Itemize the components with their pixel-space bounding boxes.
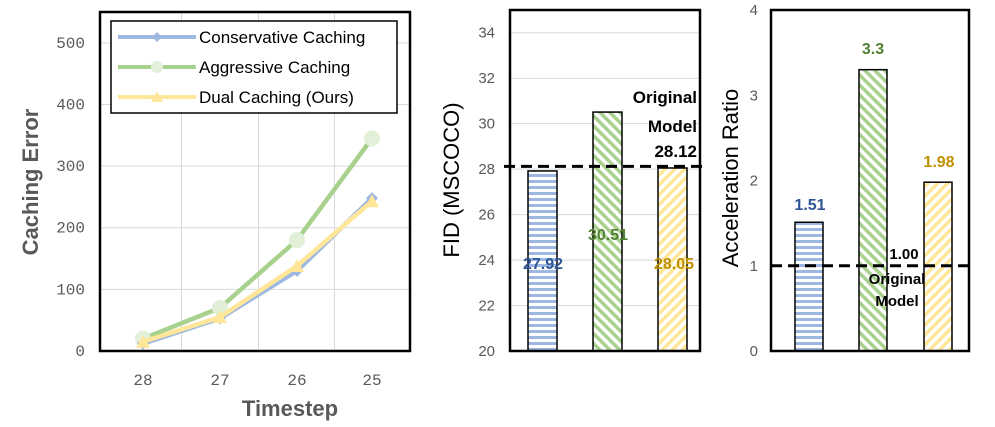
line-chart-x-title: Timestep <box>242 396 338 421</box>
y-tick-label: 28 <box>478 161 495 178</box>
fid-reference-text-line1: Original <box>633 88 697 107</box>
bar-conservative <box>527 170 558 352</box>
series-line-dual <box>142 199 374 344</box>
y-tick-label: 32 <box>478 70 495 87</box>
value-label-aggressive: 3.3 <box>862 41 884 58</box>
fid-y-title: FID (MSCOCO) <box>439 102 464 257</box>
acceleration-frame <box>769 8 971 353</box>
fid-reference-text-line2: Model <box>648 117 697 136</box>
x-tick-label: 26 <box>287 372 306 390</box>
value-label-conservative: 27.92 <box>523 256 563 273</box>
value-label-dual: 1.98 <box>923 154 954 171</box>
acceleration-bar-panel: 0 1 2 3 4 1.00 Original Model 1.51 3.3 1.98 Ac… <box>718 2 975 360</box>
y-tick-label: 3 <box>750 87 758 104</box>
data-point-dual <box>290 258 304 272</box>
fid-bar-panel: 20 22 24 26 28 30 32 34 Original Model 28.12 27… <box>439 8 706 360</box>
line-chart-panel: 0 100 200 300 400 500 28 27 26 25 Conservative C… <box>18 10 412 421</box>
data-point-dual <box>365 194 379 208</box>
y-tick-label: 300 <box>56 158 85 176</box>
acceleration-value-labels: 1.51 3.3 1.98 <box>794 41 954 214</box>
legend-marker-triangle <box>151 91 163 102</box>
data-point-aggressive <box>289 232 305 249</box>
line-chart-frame <box>98 10 412 353</box>
value-label-dual: 28.05 <box>654 256 694 273</box>
bar-aggressive <box>858 68 888 352</box>
acceleration-y-title: Acceleration Ratio <box>718 89 743 268</box>
line-chart-x-ticks: 28 27 26 25 <box>133 372 381 390</box>
legend-entry-conservative: Conservative Caching <box>118 28 365 47</box>
series-line-conservative <box>142 196 374 346</box>
acceleration-reference-text-line1: Original <box>869 271 926 288</box>
acceleration-bars <box>794 68 953 352</box>
fid-frame <box>508 8 702 353</box>
value-label-conservative: 1.51 <box>794 197 825 214</box>
y-tick-label: 26 <box>478 207 495 224</box>
y-tick-label: 500 <box>56 35 85 53</box>
fid-bars <box>527 111 688 352</box>
legend-label-aggressive: Aggressive Caching <box>199 58 350 77</box>
acceleration-reference-value: 1.00 <box>889 246 918 263</box>
legend-marker-diamond <box>152 32 162 42</box>
y-tick-label: 200 <box>56 220 85 238</box>
value-label-aggressive: 30.51 <box>588 227 628 244</box>
acceleration-y-ticks: 0 1 2 3 4 <box>750 2 758 360</box>
data-point-dual <box>213 310 227 324</box>
line-chart-y-title: Caching Error <box>18 108 43 255</box>
line-chart-y-ticks: 0 100 200 300 400 500 <box>56 35 85 361</box>
y-tick-label: 4 <box>750 2 758 19</box>
bar-conservative <box>794 221 824 352</box>
y-tick-label: 20 <box>478 343 495 360</box>
y-tick-label: 24 <box>478 252 495 269</box>
y-tick-label: 22 <box>478 298 495 315</box>
data-point-aggressive <box>364 130 380 147</box>
legend-marker-circle <box>151 61 163 73</box>
y-tick-label: 0 <box>750 343 758 360</box>
line-chart-series <box>135 130 380 350</box>
legend: Conservative Caching Aggressive Caching … <box>110 20 398 114</box>
y-tick-label: 100 <box>56 281 85 299</box>
y-tick-label: 1 <box>750 258 758 275</box>
y-tick-label: 34 <box>478 25 495 42</box>
x-tick-label: 25 <box>362 372 381 390</box>
x-tick-label: 27 <box>210 372 229 390</box>
acceleration-reference-text-line2: Model <box>875 293 918 310</box>
y-tick-label: 0 <box>75 343 85 361</box>
legend-label-conservative: Conservative Caching <box>199 28 365 47</box>
y-tick-label: 400 <box>56 96 85 114</box>
fid-reference-value: 28.12 <box>654 142 697 161</box>
x-tick-label: 28 <box>133 372 152 390</box>
y-tick-label: 2 <box>750 173 758 190</box>
bar-aggressive <box>592 111 623 352</box>
data-point-dual <box>136 334 150 348</box>
y-tick-label: 30 <box>478 116 495 133</box>
series-line-aggressive <box>142 137 374 341</box>
fid-y-ticks: 20 22 24 26 28 30 32 34 <box>478 25 495 360</box>
legend-label-dual: Dual Caching (Ours) <box>199 88 354 107</box>
legend-entry-aggressive: Aggressive Caching <box>118 58 350 77</box>
legend-entry-dual: Dual Caching (Ours) <box>118 88 354 107</box>
fid-value-labels: 27.92 30.51 28.05 <box>523 227 694 273</box>
